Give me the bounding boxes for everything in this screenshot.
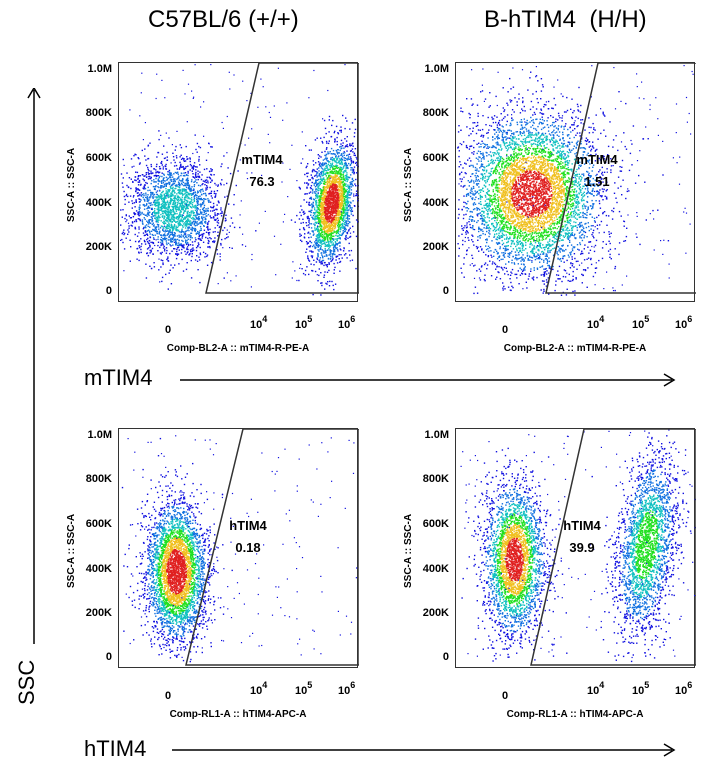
y-tick-label: 200K [422, 607, 449, 619]
plot-frame [455, 62, 696, 302]
x-tick-label: 0 [502, 324, 509, 336]
y-tick-label: 200K [422, 241, 449, 253]
y-axis-label: SSC [14, 659, 39, 705]
gate-percentage: 76.3 [249, 174, 275, 189]
y-tick-label: 1.0M [424, 429, 449, 441]
y-tick-label: 400K [422, 197, 449, 209]
gate-polygon [205, 63, 359, 294]
x-tick-label: 104 [250, 680, 268, 697]
scatter-dots [457, 63, 696, 296]
gate-percentage: 39.9 [569, 540, 595, 555]
y-tick-label: 600K [85, 152, 112, 164]
x-axis-arrow-top [180, 373, 676, 387]
x-tick-label: 105 [295, 680, 313, 697]
x-axis-title: Comp-RL1-A :: hTIM4-APC-A [169, 709, 307, 720]
background-events [460, 429, 696, 659]
y-tick-label: 1.0M [87, 429, 112, 441]
x-tick-label: 106 [675, 680, 693, 697]
x-tick-label: 104 [587, 314, 605, 331]
y-tick-label: 400K [422, 563, 449, 575]
population-2 [591, 432, 696, 663]
x-tick-label: 0 [165, 690, 172, 702]
population-2 [290, 114, 359, 296]
y-tick-label: 0 [442, 285, 449, 297]
y-tick-label: 1.0M [87, 63, 112, 75]
y-tick-label: 800K [422, 473, 449, 485]
x-axis-title: Comp-BL2-A :: mTIM4-R-PE-A [166, 343, 310, 354]
y-tick-label: 800K [422, 107, 449, 119]
x-tick-label: 0 [502, 690, 509, 702]
x-axis-arrow-bottom [172, 743, 676, 757]
x-tick-label: 105 [632, 314, 650, 331]
plot-frame [118, 428, 359, 668]
background-events [125, 435, 358, 658]
population-1 [461, 447, 568, 662]
gate-polygon [530, 429, 696, 666]
x-tick-label: 0 [165, 324, 172, 336]
y-tick-label: 1.0M [424, 63, 449, 75]
y-tick-label: 600K [422, 152, 449, 164]
column-title-wildtype: C57BL/6 (+/+) [148, 6, 299, 33]
y-axis-title: SSC-A :: SSC-A [403, 513, 414, 588]
x-tick-label: 104 [587, 680, 605, 697]
x-tick-label: 105 [295, 314, 313, 331]
gate-label: hTIM4 [563, 518, 601, 533]
column-title-humanized: B-hTIM4 (H/H) [484, 6, 647, 33]
x-tick-label: 106 [338, 314, 356, 331]
y-tick-label: 400K [85, 563, 112, 575]
y-tick-label: 200K [85, 241, 112, 253]
y-tick-label: 600K [422, 518, 449, 530]
scatter-dots [460, 429, 696, 666]
x-tick-label: 106 [675, 314, 693, 331]
y-tick-label: 200K [85, 607, 112, 619]
x-tick-label: 106 [338, 680, 356, 697]
y-tick-label: 400K [85, 197, 112, 209]
y-tick-label: 0 [105, 651, 112, 663]
x-axis-label-bottom: hTIM4 [84, 736, 147, 761]
x-axis-label-top: mTIM4 [84, 365, 153, 390]
x-tick-label: 105 [632, 680, 650, 697]
x-tick-label: 104 [250, 314, 268, 331]
plot-frame [455, 428, 696, 668]
y-axis-title: SSC-A :: SSC-A [66, 513, 77, 588]
y-axis-title: SSC-A :: SSC-A [66, 147, 77, 222]
gate-polygon [185, 429, 359, 666]
y-axis-title: SSC-A :: SSC-A [403, 147, 414, 222]
y-tick-label: 600K [85, 518, 112, 530]
x-axis-title: Comp-RL1-A :: hTIM4-APC-A [506, 709, 644, 720]
y-tick-label: 800K [85, 473, 112, 485]
scatter-dots [121, 429, 359, 666]
y-tick-label: 800K [85, 107, 112, 119]
gate-label: mTIM4 [241, 152, 283, 167]
gate-polygon [545, 63, 696, 294]
x-axis-title: Comp-BL2-A :: mTIM4-R-PE-A [503, 343, 647, 354]
gate-percentage: 1.51 [584, 174, 610, 189]
y-tick-label: 0 [105, 285, 112, 297]
scatter-dots [120, 63, 359, 296]
population-1 [120, 130, 257, 290]
y-axis-arrow [27, 88, 41, 644]
population-1 [457, 71, 670, 296]
population-1 [121, 437, 233, 663]
gate-label: mTIM4 [576, 152, 618, 167]
plot-frame [118, 62, 359, 302]
y-tick-label: 0 [442, 651, 449, 663]
gate-label: hTIM4 [229, 518, 267, 533]
gate-percentage: 0.18 [235, 540, 261, 555]
background-events [120, 64, 357, 288]
